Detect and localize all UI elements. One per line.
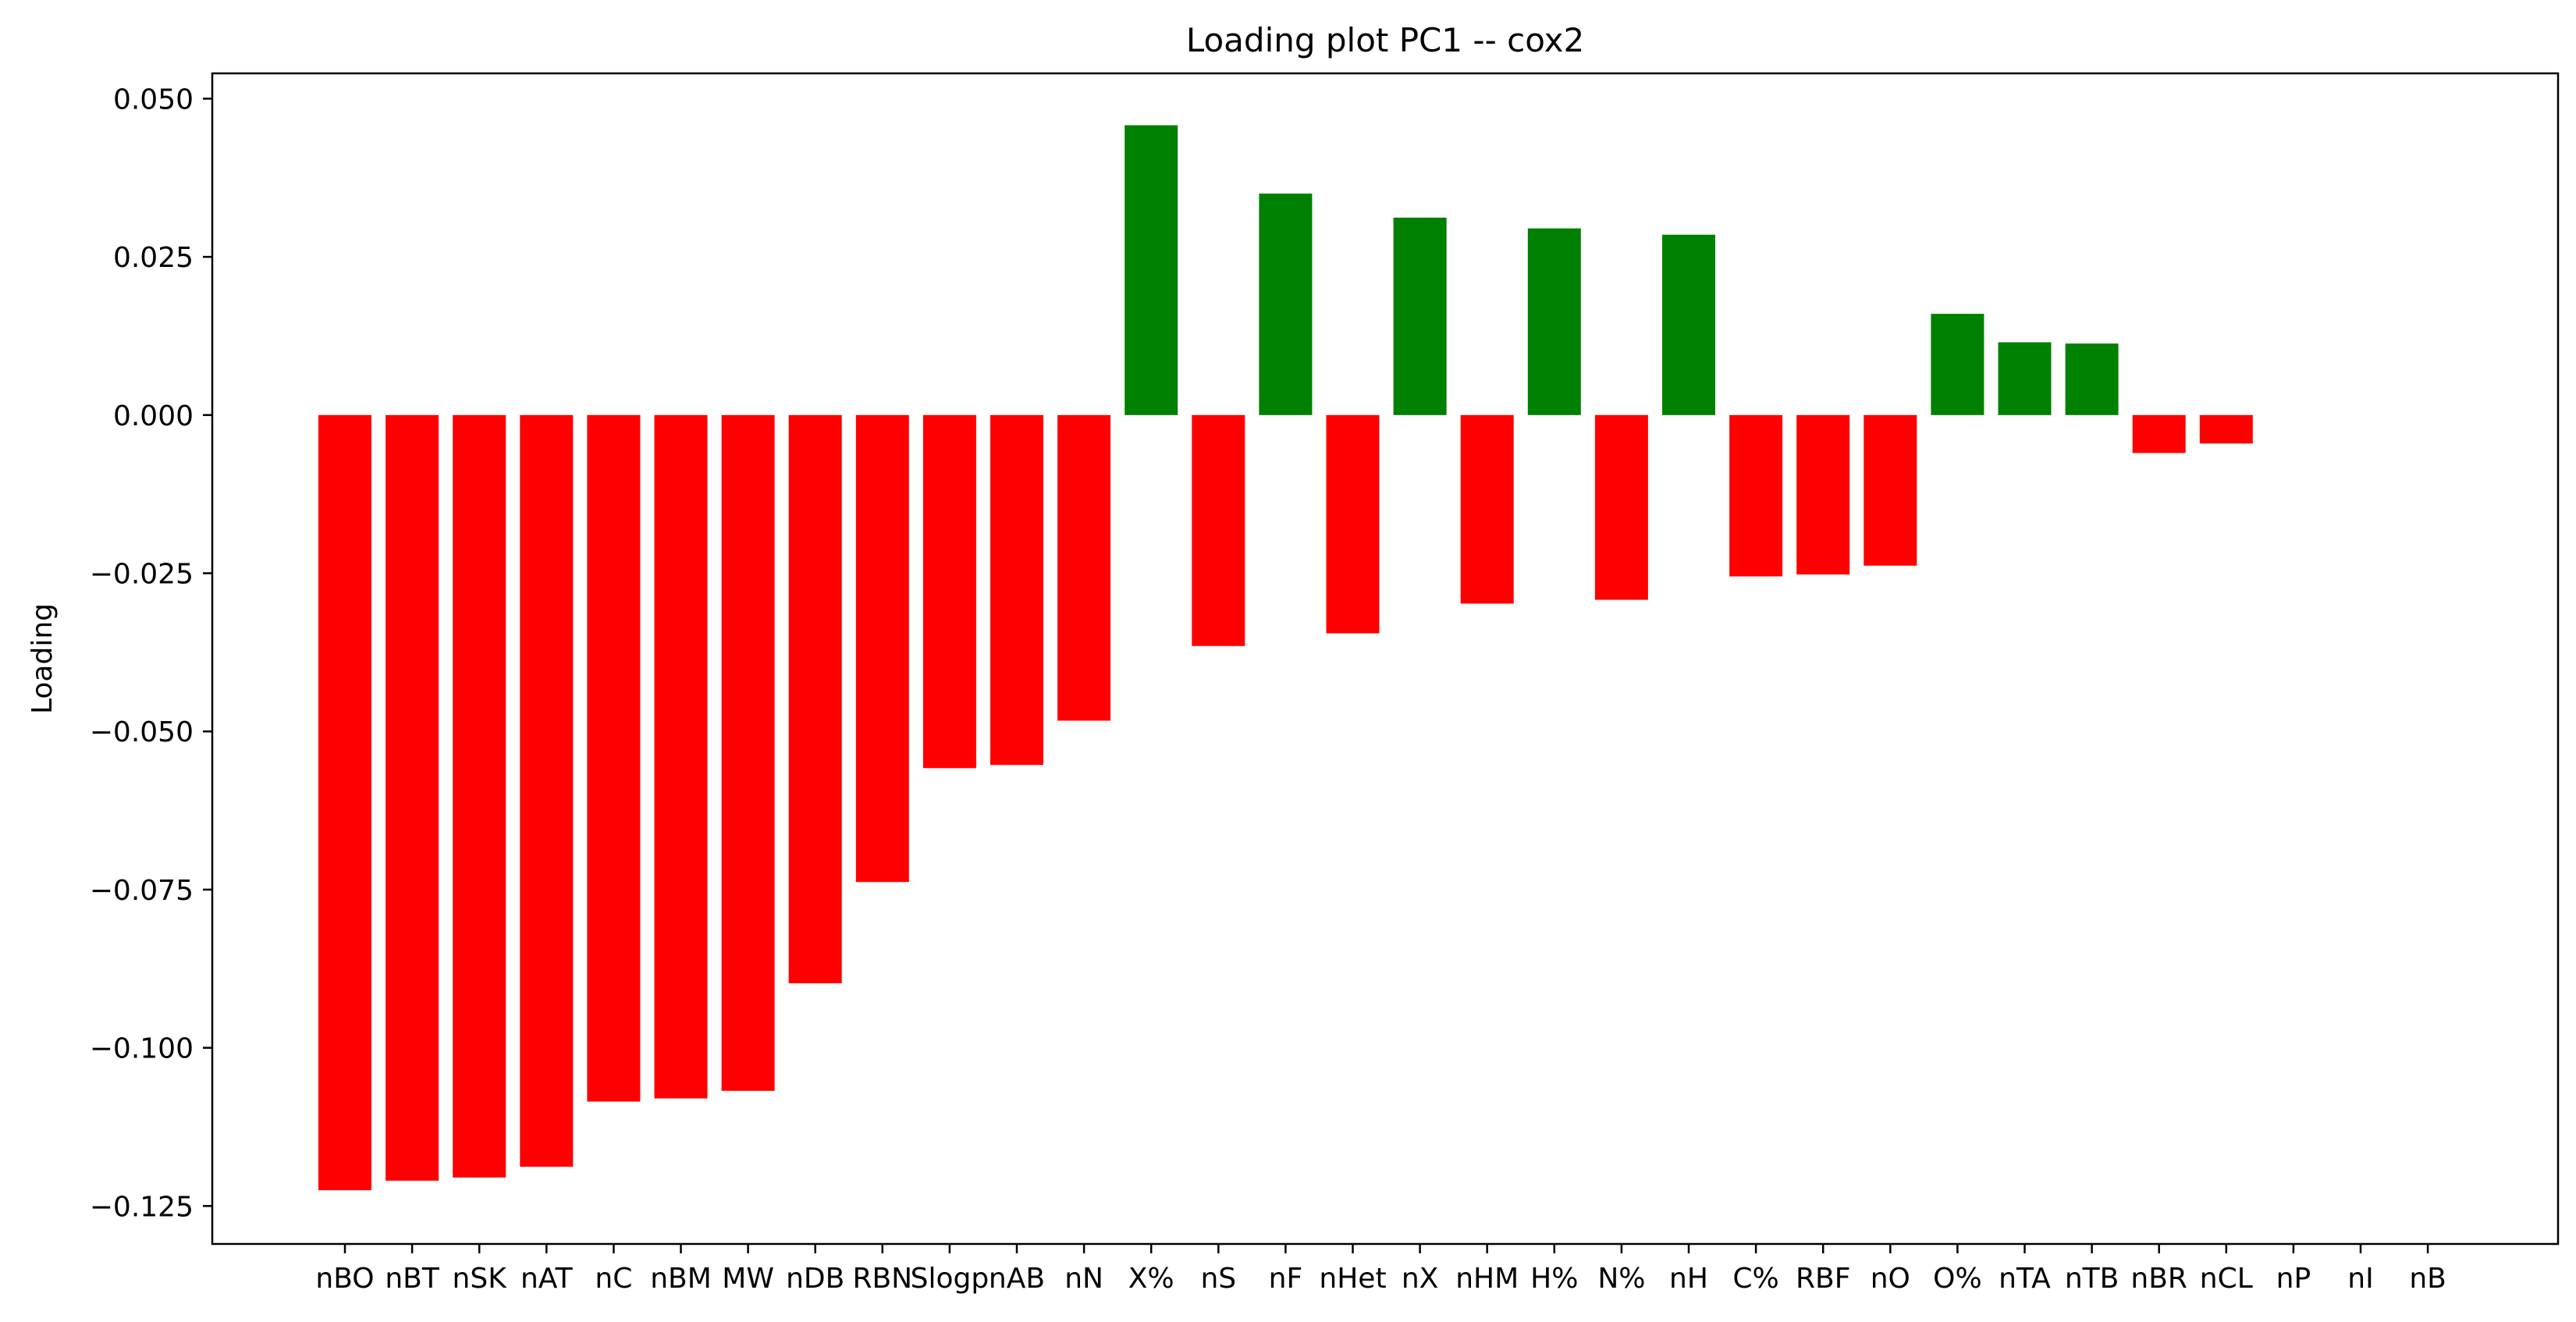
bar-nab bbox=[990, 414, 1043, 766]
bar-nta bbox=[1998, 342, 2052, 415]
x-tick-label: nDB bbox=[786, 1263, 844, 1295]
bar-ncl bbox=[2199, 414, 2253, 444]
x-tick-label: nTB bbox=[2065, 1263, 2119, 1295]
x-tick-label: nHM bbox=[1455, 1263, 1519, 1295]
bar-nbo bbox=[318, 414, 371, 1191]
bar-ndb bbox=[788, 414, 842, 983]
y-axis-ticks: 0.050 0.025 0.000 −0.025 −0.050 −0.075 −0.100 −… bbox=[90, 84, 212, 1223]
x-tick-label: nAB bbox=[989, 1263, 1045, 1295]
y-tick-label: −0.075 bbox=[90, 875, 194, 907]
plot-frame bbox=[211, 72, 2560, 1246]
bar-nhet bbox=[1326, 414, 1380, 634]
x-tick-label: nBM bbox=[650, 1263, 712, 1295]
bar-nbt bbox=[386, 414, 439, 1181]
y-tick-label: −0.025 bbox=[90, 559, 194, 591]
x-tick-label: nBR bbox=[2130, 1263, 2187, 1295]
x-tick-label: Slogp bbox=[911, 1263, 990, 1295]
bar-opct bbox=[1931, 314, 1984, 415]
y-tick-label: −0.100 bbox=[90, 1033, 194, 1065]
y-tick-label: 0.050 bbox=[113, 84, 194, 115]
x-tick-label: N% bbox=[1597, 1263, 1645, 1295]
bar-group bbox=[318, 125, 2253, 1191]
bar-ns bbox=[1192, 414, 1245, 646]
x-tick-label: C% bbox=[1732, 1263, 1778, 1295]
x-tick-label: RBN bbox=[852, 1263, 912, 1295]
x-tick-label: X% bbox=[1128, 1263, 1174, 1295]
x-tick-label: H% bbox=[1530, 1263, 1578, 1295]
bar-cpct bbox=[1729, 414, 1783, 577]
x-tick-label: nTA bbox=[1999, 1263, 2051, 1295]
bar-hpct bbox=[1527, 228, 1581, 415]
chart-title: Loading plot PC1 -- cox2 bbox=[1186, 21, 1584, 59]
y-tick-label: −0.050 bbox=[90, 716, 194, 748]
x-tick-label: nBO bbox=[315, 1263, 374, 1295]
bar-mw bbox=[721, 414, 775, 1091]
bar-xpct bbox=[1125, 125, 1178, 415]
bar-nsk bbox=[453, 414, 506, 1178]
x-tick-label: nX bbox=[1402, 1263, 1438, 1295]
bar-rbf bbox=[1796, 414, 1850, 575]
x-tick-label: nBT bbox=[385, 1263, 440, 1295]
bar-slogp bbox=[922, 414, 976, 769]
y-tick-label: 0.000 bbox=[113, 400, 194, 432]
bar-ntb bbox=[2065, 343, 2119, 415]
bar-nx bbox=[1393, 217, 1447, 415]
bar-nat bbox=[520, 414, 574, 1167]
y-tick-label: −0.125 bbox=[90, 1191, 194, 1223]
x-tick-label: nH bbox=[1669, 1263, 1708, 1295]
x-tick-label: nF bbox=[1269, 1263, 1303, 1295]
x-tick-label: MW bbox=[722, 1263, 774, 1295]
bar-rbn bbox=[855, 414, 909, 883]
bar-nf bbox=[1259, 194, 1313, 415]
x-tick-label: nHet bbox=[1319, 1263, 1386, 1295]
x-tick-label: nN bbox=[1064, 1263, 1103, 1295]
bar-npct bbox=[1594, 414, 1648, 600]
y-tick-label: 0.025 bbox=[113, 242, 194, 274]
x-tick-label: nI bbox=[2347, 1263, 2373, 1295]
bar-nbr bbox=[2132, 414, 2186, 453]
x-tick-label: O% bbox=[1933, 1263, 1982, 1295]
bar-nn bbox=[1057, 414, 1111, 721]
bar-nh bbox=[1662, 234, 1715, 415]
x-tick-label: nO bbox=[1871, 1263, 1910, 1295]
bar-nc bbox=[587, 414, 641, 1102]
x-tick-label: nP bbox=[2276, 1263, 2311, 1295]
bar-nhm bbox=[1460, 414, 1514, 604]
x-tick-label: nSK bbox=[453, 1263, 508, 1295]
bar-nbm bbox=[654, 414, 708, 1099]
bar-no bbox=[1864, 414, 1917, 566]
x-tick-label: nS bbox=[1200, 1263, 1236, 1295]
x-tick-label: nAT bbox=[521, 1263, 574, 1295]
x-tick-label: nCL bbox=[2200, 1263, 2253, 1295]
x-tick-label: RBF bbox=[1796, 1263, 1850, 1295]
x-tick-label: nB bbox=[2409, 1263, 2446, 1295]
x-tick-label: nC bbox=[595, 1263, 632, 1295]
y-axis-label: Loading bbox=[27, 603, 59, 714]
